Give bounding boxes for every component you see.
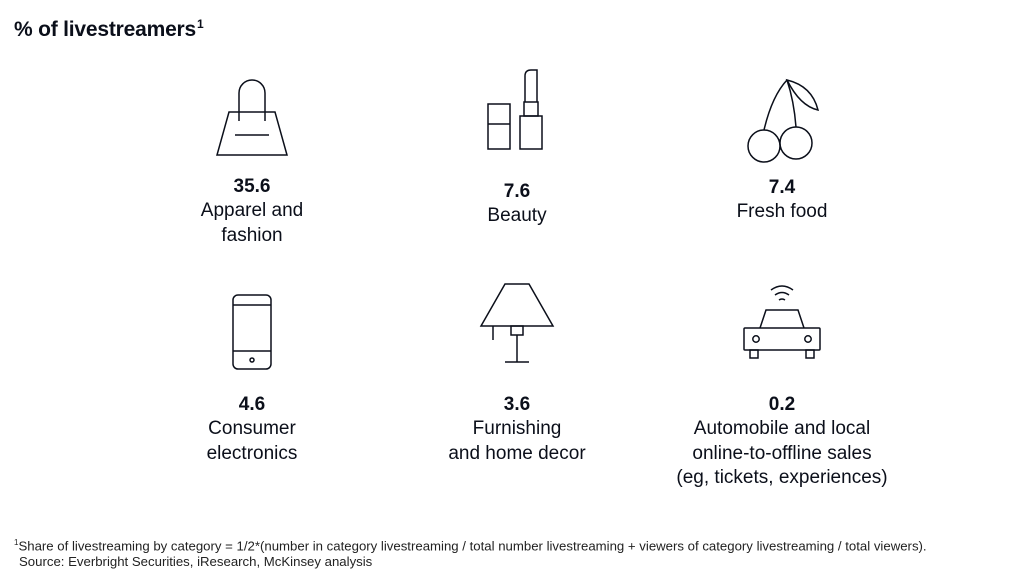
lipstick-icon [482, 68, 552, 152]
value-furnishing: 3.6 [503, 394, 531, 415]
label-beauty: Beauty [487, 205, 547, 226]
category-beauty: 7.6 Beauty [387, 68, 647, 229]
value-beauty: 7.6 [503, 181, 531, 202]
lamp-icon [477, 282, 557, 366]
value-fresh-food: 7.4 [768, 177, 796, 198]
label-automobile-o2o: Automobile and local online-to-offline s… [676, 418, 888, 488]
value-consumer-electronics: 4.6 [238, 394, 266, 415]
cherries-icon [742, 76, 822, 164]
category-apparel: 35.6 Apparel and fashion [122, 76, 382, 248]
category-consumer-electronics: 4.6 Consumer electronics [122, 293, 382, 466]
value-automobile-o2o: 0.2 [768, 394, 796, 415]
label-furnishing: Furnishing and home decor [448, 418, 586, 464]
handbag-icon [209, 76, 295, 162]
footnote: 1Share of livestreaming by category = 1/… [14, 535, 927, 570]
footnote-definition: 1Share of livestreaming by category = 1/… [14, 538, 927, 554]
connected-car-icon [740, 280, 824, 364]
source-note: Source: Everbright Securities, iResearch… [19, 554, 373, 570]
chart-title: % of livestreamers1 [14, 17, 204, 41]
label-consumer-electronics: Consumer electronics [206, 418, 298, 464]
label-apparel: Apparel and fashion [200, 200, 304, 246]
value-apparel: 35.6 [233, 176, 271, 197]
category-fresh-food: 7.4 Fresh food [652, 76, 912, 225]
category-furnishing: 3.6 Furnishing and home decor [387, 282, 647, 466]
category-automobile-o2o: 0.2 Automobile and local online-to-offli… [652, 280, 912, 491]
label-fresh-food: Fresh food [736, 201, 828, 222]
smartphone-icon [230, 293, 274, 371]
